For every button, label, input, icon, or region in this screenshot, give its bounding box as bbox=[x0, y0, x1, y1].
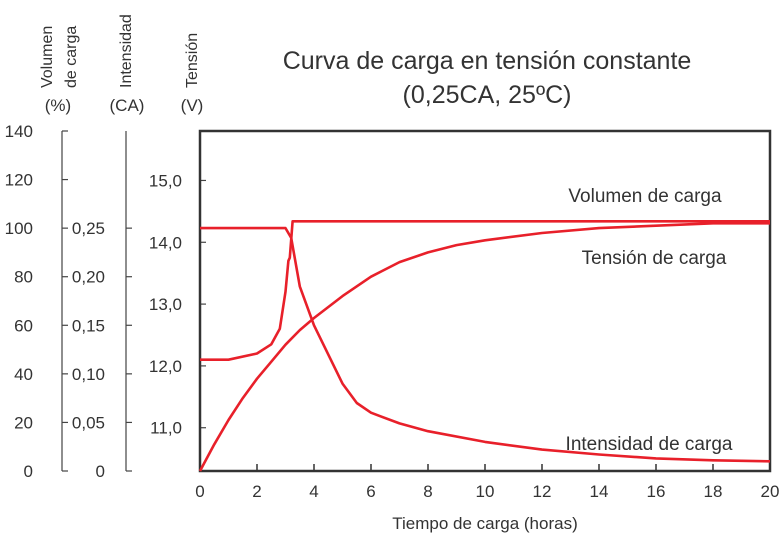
series-line-1 bbox=[198, 222, 770, 472]
y-tick-label: 80 bbox=[14, 268, 33, 287]
y-tick-label: 40 bbox=[14, 365, 33, 384]
x-tick-label: 8 bbox=[423, 482, 432, 501]
y-tick-label: 100 bbox=[5, 219, 33, 238]
y-tick-label: 12,0 bbox=[149, 357, 182, 376]
x-tick-label: 10 bbox=[476, 482, 495, 501]
y-tick-label: 0,05 bbox=[72, 413, 105, 432]
y-tick-label: 0 bbox=[96, 462, 105, 481]
x-tick-label: 16 bbox=[647, 482, 666, 501]
x-tick-label: 18 bbox=[704, 482, 723, 501]
y-tick-label: 120 bbox=[5, 171, 33, 190]
y-tick-label: 20 bbox=[14, 413, 33, 432]
chart-title: Curva de carga en tensión constante bbox=[283, 47, 692, 75]
y-tick-label: 15,0 bbox=[149, 171, 182, 190]
y-tick-label: 0,25 bbox=[72, 219, 105, 238]
x-tick-label: 4 bbox=[309, 482, 318, 501]
axis-unit-label: (%) bbox=[45, 96, 71, 115]
axis-header-label: Intensidad bbox=[118, 14, 135, 88]
y-tick-label: 0,20 bbox=[72, 268, 105, 287]
y-tick-label: 60 bbox=[14, 316, 33, 335]
x-tick-label: 20 bbox=[761, 482, 780, 501]
series-line-3 bbox=[200, 226, 771, 463]
x-tick-label: 14 bbox=[590, 482, 609, 501]
y-tick-label: 13,0 bbox=[149, 295, 182, 314]
axis-unit-label: (CA) bbox=[110, 96, 145, 115]
y-tick-label: 14,0 bbox=[149, 233, 182, 252]
series-label-1: Volumen de carga bbox=[568, 186, 722, 207]
axis-header-label: de carga bbox=[63, 26, 80, 88]
x-tick-label: 0 bbox=[195, 482, 204, 501]
series-label-2: Tensión de carga bbox=[582, 248, 727, 269]
plot-frame bbox=[198, 129, 772, 473]
x-tick-label: 6 bbox=[366, 482, 375, 501]
chart-subtitle: (0,25CA, 25ºC) bbox=[403, 81, 572, 109]
x-tick-label: 12 bbox=[533, 482, 552, 501]
x-tick-label: 2 bbox=[252, 482, 261, 501]
y-tick-label: 0 bbox=[24, 462, 33, 481]
series-label-3: Intensidad de carga bbox=[566, 434, 733, 455]
series-line-2 bbox=[200, 220, 770, 362]
axis-header-label: Volumen bbox=[39, 26, 56, 88]
y-tick-label: 140 bbox=[5, 122, 33, 141]
axis-header-label: Tensión bbox=[184, 33, 201, 88]
x-axis-label: Tiempo de carga (horas) bbox=[392, 514, 578, 533]
axis-unit-label: (V) bbox=[181, 96, 204, 115]
y-tick-label: 0,15 bbox=[72, 316, 105, 335]
y-tick-label: 0,10 bbox=[72, 365, 105, 384]
y-tick-label: 11,0 bbox=[150, 419, 182, 438]
